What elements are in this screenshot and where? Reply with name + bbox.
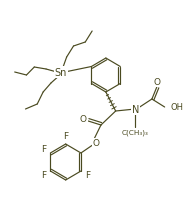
Text: C(CH₃)₃: C(CH₃)₃ [122,129,149,136]
Text: O: O [153,78,160,87]
Text: O: O [93,139,100,148]
Text: N: N [132,104,139,114]
Text: Sn: Sn [54,68,67,78]
Text: F: F [41,171,46,180]
Text: F: F [41,145,46,154]
Text: F: F [85,171,90,180]
Text: F: F [63,132,68,141]
Text: OH: OH [171,103,184,112]
Text: O: O [80,115,87,124]
